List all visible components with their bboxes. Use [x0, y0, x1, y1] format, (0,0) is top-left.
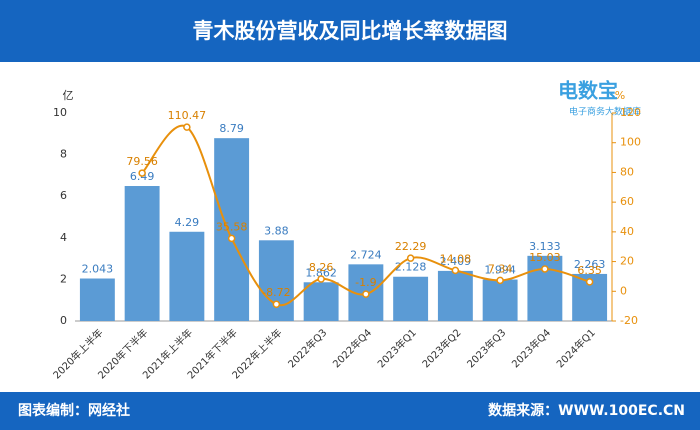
x-tick-label: 2023年Q2: [419, 326, 463, 370]
bar: [437, 270, 473, 321]
logo: 电数宝: [558, 79, 618, 103]
line-point: [183, 123, 191, 131]
line-point: [451, 266, 460, 275]
logo-sub: 电子商务大数据库: [569, 106, 641, 118]
x-tick-label: 2023年Q1: [375, 326, 419, 370]
line-point: [585, 278, 594, 286]
bar: [214, 138, 250, 321]
bar-value-label: 2.128: [395, 261, 427, 274]
bar-value-label: 4.29: [175, 216, 200, 229]
line-value-label: 22.29: [395, 240, 427, 253]
line-value-label: 8.26: [309, 261, 334, 274]
line-value-label: -1.9: [355, 276, 376, 289]
y-tick-label: 4: [60, 231, 67, 244]
bar-value-label: 1.862: [305, 266, 337, 279]
y2-tick-label: 120: [620, 106, 641, 119]
line-point: [317, 275, 325, 283]
line-point: [406, 254, 415, 262]
y-unit: 亿: [63, 89, 74, 102]
y-tick-label: 8: [60, 148, 67, 161]
footer-right: 数据来源：WWW.100EC.CN: [488, 402, 685, 419]
line-value-label: 35.58: [216, 220, 248, 233]
y-tick-label: 10: [53, 106, 67, 119]
x-tick-label: 2024年Q1: [554, 326, 598, 370]
footer-band: [0, 392, 700, 430]
header-band: [0, 0, 700, 62]
y-tick-label: 2: [60, 272, 67, 285]
y2-tick-label: 20: [620, 255, 634, 268]
line-value-label: 110.47: [168, 109, 207, 122]
bar: [258, 240, 294, 321]
bar-value-label: 2.724: [350, 248, 382, 261]
bar-value-label: 3.133: [529, 240, 561, 253]
y-tick-label: 6: [60, 189, 67, 202]
bar-value-label: 2.263: [574, 258, 606, 271]
line: [141, 124, 590, 307]
y2-unit: %: [615, 89, 625, 102]
line-point: [272, 300, 281, 308]
bar: [303, 282, 339, 321]
line-value-label: 15.03: [529, 251, 561, 264]
line-value-label: 6.35: [577, 264, 602, 277]
line-point: [496, 276, 504, 285]
x-tick-label: 2022年Q3: [285, 326, 329, 370]
line-point: [362, 290, 370, 298]
line-value-label: 7.34: [488, 262, 513, 275]
bar: [393, 276, 429, 321]
line-value-label: 14.08: [440, 252, 472, 265]
footer-left: 图表编制：网经社: [18, 402, 130, 419]
y-tick-label: 0: [60, 314, 67, 327]
line-value-label: -8.72: [262, 286, 290, 299]
bar: [124, 186, 160, 321]
bar: [169, 231, 205, 321]
bar: [79, 278, 115, 321]
line-point: [138, 169, 146, 177]
x-tick-label: 2022年Q4: [330, 326, 374, 370]
y2-tick-label: 80: [620, 165, 634, 178]
line-point: [541, 265, 549, 273]
bar-value-label: 3.88: [264, 224, 289, 237]
y2-tick-label: 100: [620, 136, 641, 149]
bar-value-label: 1.994: [484, 264, 516, 277]
x-tick-label: 2023年Q3: [464, 326, 508, 370]
chart-title: 青木股份营收及同比增长率数据图: [193, 19, 508, 43]
x-tick-label: 2023年Q4: [509, 326, 553, 370]
y2-tick-label: 60: [620, 195, 634, 208]
bar-value-label: 2.409: [440, 255, 472, 268]
line-value-label: 79.56: [126, 155, 158, 168]
bar-value-label: 8.79: [219, 122, 244, 135]
line-point: [227, 234, 236, 243]
y2-tick-label: 40: [620, 225, 634, 238]
y2-tick-label: -20: [620, 314, 638, 327]
bar: [482, 279, 518, 321]
y2-tick-label: 0: [620, 284, 627, 297]
bar-value-label: 2.043: [82, 263, 114, 276]
